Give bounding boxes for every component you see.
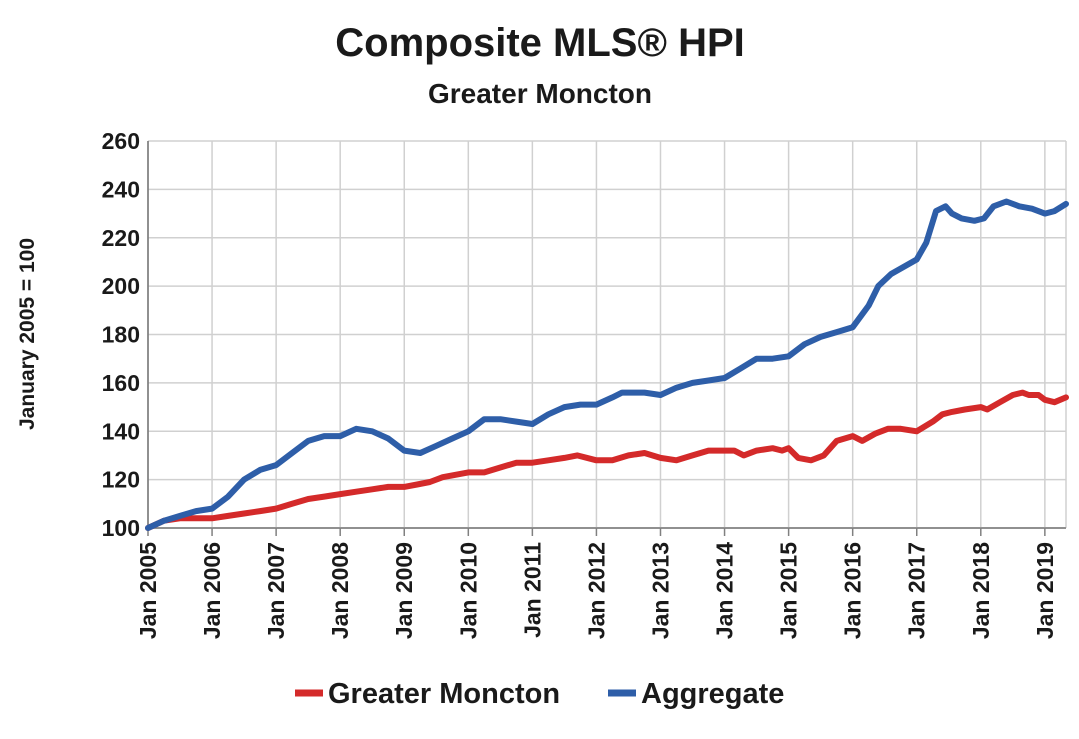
x-tick-label: Jan 2007 <box>263 542 289 639</box>
legend: Greater Moncton Aggregate <box>295 678 784 710</box>
x-tick-label: Jan 2014 <box>712 542 738 639</box>
legend-label: Greater Moncton <box>328 678 560 710</box>
y-tick-label: 260 <box>102 128 140 154</box>
y-tick-label: 120 <box>102 467 140 493</box>
y-tick-label: 100 <box>102 515 140 541</box>
x-tick-label: Jan 2016 <box>840 542 866 639</box>
y-tick-label: 240 <box>102 176 140 202</box>
series-line-greater-moncton <box>145 389 1069 531</box>
y-axis-title: January 2005 = 100 <box>16 238 39 430</box>
y-tick-label: 200 <box>102 273 140 299</box>
x-tick-label: Jan 2013 <box>647 542 673 639</box>
x-tick-label: Jan 2006 <box>199 542 225 639</box>
legend-label: Aggregate <box>641 678 784 710</box>
x-tick-label: Jan 2017 <box>904 542 930 639</box>
x-tick-label: Jan 2005 <box>135 542 161 639</box>
grid-lines <box>147 140 1067 529</box>
series-line-aggregate <box>145 198 1069 531</box>
x-tick-label: Jan 2012 <box>583 542 609 639</box>
x-tick-label: Jan 2015 <box>776 542 802 639</box>
y-tick-label: 160 <box>102 370 140 396</box>
plot-series <box>145 198 1069 531</box>
x-tick-label: Jan 2010 <box>455 542 481 639</box>
chart-subtitle: Greater Moncton <box>428 78 652 109</box>
axes <box>147 141 1066 536</box>
y-axis-tick-labels: 100 120 140 160 180 200 220 240 260 <box>102 128 140 541</box>
x-tick-label: Jan 2009 <box>391 542 417 639</box>
y-tick-label: 140 <box>102 418 140 444</box>
y-tick-label: 180 <box>102 322 140 348</box>
y-tick-label: 220 <box>102 225 140 251</box>
x-tick-label: Jan 2018 <box>968 542 994 639</box>
chart-title: Composite MLS® HPI <box>335 21 745 65</box>
x-axis-tick-labels: Jan 2005 Jan 2006 Jan 2007 Jan 2008 Jan 2009… <box>135 542 1058 639</box>
x-tick-label: Jan 2019 <box>1032 542 1058 639</box>
x-tick-label: Jan 2008 <box>327 542 353 639</box>
x-tick-label: Jan 2011 <box>519 542 545 638</box>
